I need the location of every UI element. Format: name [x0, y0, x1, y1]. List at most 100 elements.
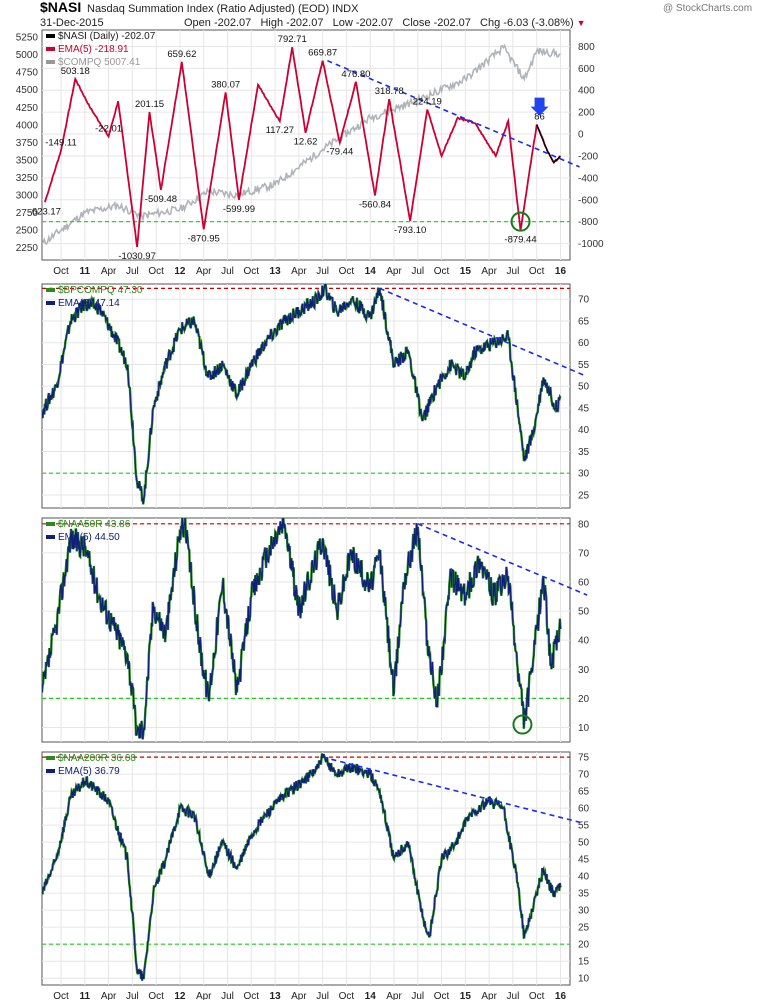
- peak-trough-label: -793.10: [394, 225, 426, 236]
- right-axis-tick-label: 20: [578, 694, 590, 705]
- low-value: -202.07: [355, 17, 394, 29]
- right-axis-tick-label: 40: [578, 425, 590, 436]
- x-axis-month-label: Oct: [53, 266, 69, 277]
- legend-swatch: [46, 288, 55, 292]
- right-axis-tick-label: -600: [578, 195, 598, 206]
- x-axis-month-label: Jul: [411, 266, 424, 277]
- right-axis-tick-label: 600: [578, 64, 595, 75]
- right-axis-tick-label: 10: [578, 723, 590, 734]
- change-label: Chg: [480, 17, 501, 29]
- legend-swatch: [46, 47, 55, 51]
- x-axis-month-label: Jul: [507, 266, 520, 277]
- left-axis-tick-label: 3000: [16, 191, 39, 202]
- right-axis-tick-label: 65: [578, 787, 590, 798]
- x-axis-year-label: 14: [365, 266, 377, 277]
- x-axis-month-label: Jul: [316, 991, 329, 1000]
- right-axis-tick-label: 25: [578, 923, 590, 934]
- right-axis-tick-label: 25: [578, 490, 590, 501]
- symbol-title: $NASI: [40, 0, 82, 15]
- left-axis-tick-label: 2250: [16, 243, 39, 254]
- x-axis-month-label: Apr: [386, 991, 402, 1000]
- peak-trough-label: 669.87: [308, 48, 337, 59]
- breadth-ema-line: [42, 284, 561, 505]
- legend-swatch: [46, 60, 55, 64]
- right-axis-tick-label: 50: [578, 838, 590, 849]
- nasi-line: [536, 124, 561, 164]
- right-axis-tick-label: -1000: [578, 239, 604, 250]
- x-axis-month-label: Apr: [101, 991, 117, 1000]
- left-axis-tick-label: 4500: [16, 85, 39, 96]
- legend-swatch: [46, 301, 55, 305]
- right-axis-tick-label: 65: [578, 316, 590, 327]
- left-axis-tick-label: 4750: [16, 68, 39, 79]
- stockcharts-logo: @ StockCharts.com: [663, 3, 753, 14]
- x-axis-month-label: Oct: [244, 266, 260, 277]
- x-axis-month-label: Apr: [101, 266, 117, 277]
- right-axis-tick-label: 75: [578, 753, 590, 764]
- compq-line: [42, 43, 561, 245]
- x-axis-year-label: 15: [460, 991, 472, 1000]
- right-axis-tick-label: 40: [578, 872, 590, 883]
- right-axis-tick-label: -200: [578, 151, 598, 162]
- left-axis-tick-label: 2500: [16, 226, 39, 237]
- legend-entry: $NAA50R 43.86: [58, 519, 131, 530]
- quote-date: 31-Dec-2015: [40, 17, 104, 29]
- breadth-ema-line: [42, 518, 562, 740]
- x-axis-month-label: Oct: [244, 991, 260, 1000]
- x-axis-year-label: 13: [270, 266, 282, 277]
- right-axis-tick-label: 0: [578, 130, 584, 141]
- chart-header: $NASI Nasdaq Summation Index (Ratio Adju…: [0, 0, 770, 30]
- x-axis-month-label: Oct: [53, 991, 69, 1000]
- right-axis-tick-label: 60: [578, 804, 590, 815]
- peak-trough-label: 318.78: [375, 86, 404, 97]
- x-axis-month-label: Jul: [316, 266, 329, 277]
- legend-swatch: [46, 756, 55, 760]
- x-axis-month-label: Jul: [126, 991, 139, 1000]
- left-axis-tick-label: 5250: [16, 33, 39, 44]
- right-axis-tick-label: 800: [578, 42, 595, 53]
- right-axis-tick-label: 70: [578, 548, 590, 559]
- right-axis-tick-label: 45: [578, 403, 590, 414]
- x-axis-month-label: Jul: [507, 991, 520, 1000]
- nasi-ema-line: [44, 47, 561, 248]
- x-axis-month-label: Apr: [291, 991, 307, 1000]
- legend-swatch: [46, 535, 55, 539]
- panel-2-plot: [42, 284, 570, 505]
- x-axis-month-label: Oct: [148, 991, 164, 1000]
- x-axis-month-label: Oct: [434, 266, 450, 277]
- x-axis-year-label: 11: [80, 991, 91, 1000]
- peak-trough-label: -79.44: [326, 147, 353, 158]
- legend-swatch: [46, 769, 55, 773]
- x-axis-year-label: 12: [174, 991, 186, 1000]
- right-axis-tick-label: 55: [578, 821, 590, 832]
- right-axis-tick-label: 45: [578, 855, 590, 866]
- x-axis-month-label: Jul: [126, 266, 139, 277]
- panel-4-plot: [42, 753, 570, 981]
- right-axis-tick-label: -400: [578, 173, 598, 184]
- x-axis-year-label: 16: [555, 991, 567, 1000]
- x-axis-month-label: Apr: [196, 266, 212, 277]
- x-axis-month-label: Apr: [291, 266, 307, 277]
- left-axis-tick-label: 4250: [16, 103, 39, 114]
- right-axis-tick-label: 80: [578, 519, 590, 530]
- close-value: -202.07: [433, 17, 471, 29]
- right-axis-tick-label: 35: [578, 889, 590, 900]
- peak-trough-label: -509.48: [145, 194, 177, 205]
- change-value: -6.03 (-3.08%): [503, 17, 574, 29]
- downtrend-line: [417, 523, 588, 596]
- high-value: -202.07: [286, 17, 324, 29]
- right-axis-tick-label: 10: [578, 974, 590, 985]
- right-axis-tick-label: 70: [578, 295, 590, 306]
- open-value: -202.07: [213, 17, 252, 29]
- x-axis-month-label: Apr: [481, 991, 497, 1000]
- peak-trough-label: -870.95: [188, 233, 220, 244]
- oversold-circle-marker: [512, 714, 533, 735]
- downtrend-line: [379, 287, 585, 377]
- right-axis-tick-label: 15: [578, 957, 590, 968]
- panel-frame: [41, 751, 571, 986]
- right-axis-tick-label: 20: [578, 940, 590, 951]
- peak-trough-label: 86: [534, 112, 545, 123]
- right-axis-tick-label: 40: [578, 636, 590, 647]
- x-axis-month-label: Jul: [221, 266, 234, 277]
- left-axis-tick-label: 3250: [16, 173, 39, 184]
